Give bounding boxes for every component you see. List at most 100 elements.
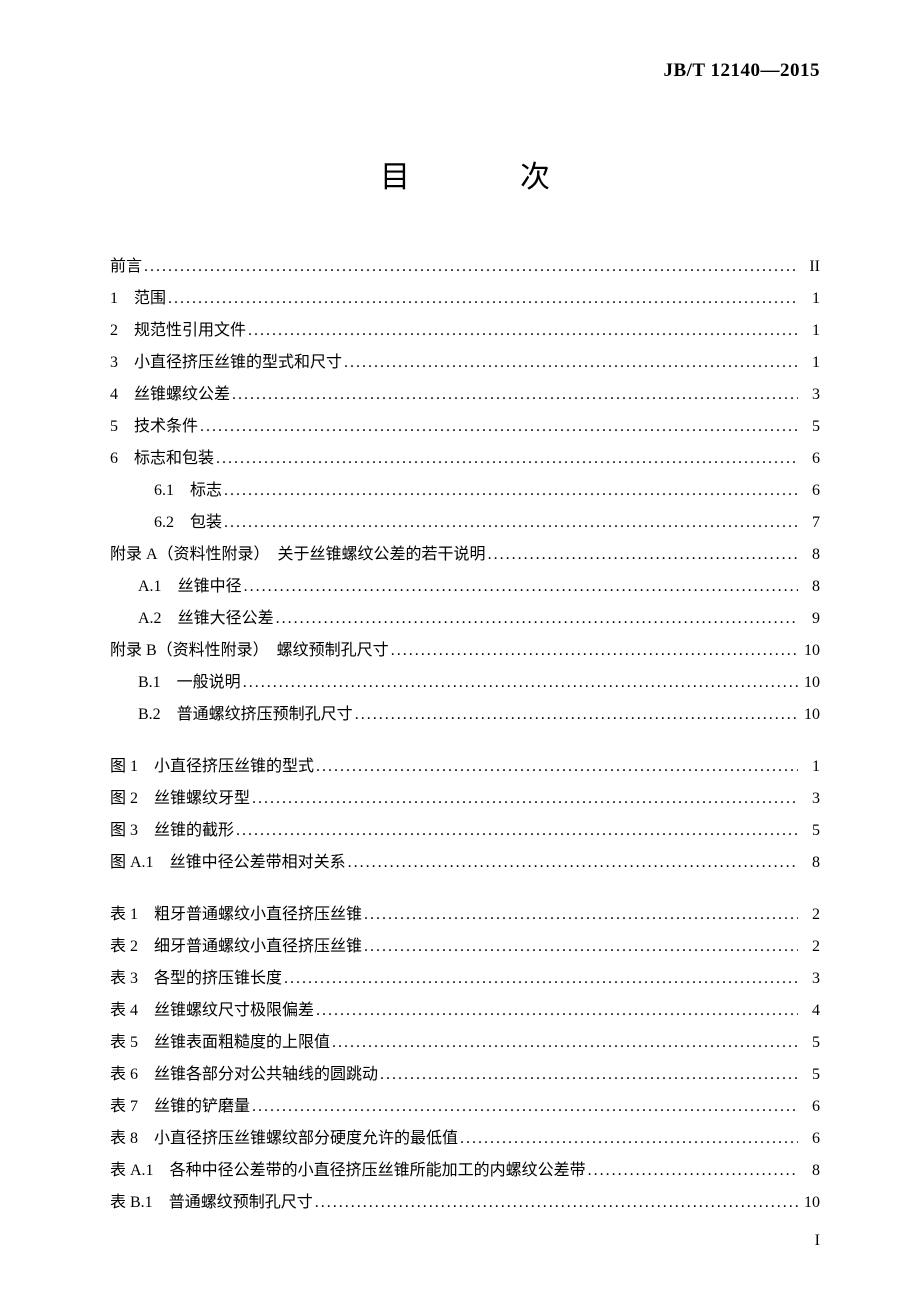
toc-leader-dots — [244, 571, 798, 603]
toc-entry-number: 6.2 — [154, 507, 174, 539]
toc-entry: B.2 普通螺纹挤压预制孔尺寸10 — [110, 699, 820, 731]
toc-entry-number: 表 1 — [110, 899, 138, 931]
toc-entry-label: 包装 — [174, 507, 222, 539]
toc-entry-number: 表 A.1 — [110, 1155, 154, 1187]
toc-entry-number: 4 — [110, 379, 118, 411]
toc-leader-dots — [232, 379, 798, 411]
toc-entry: 图 A.1 丝锥中径公差带相对关系8 — [110, 847, 820, 879]
toc-entry-label: 普通螺纹挤压预制孔尺寸 — [161, 699, 353, 731]
toc-entry-label: 丝锥螺纹尺寸极限偏差 — [138, 995, 314, 1027]
toc-entry-page: 5 — [800, 411, 820, 443]
toc-leader-dots — [216, 443, 798, 475]
toc-entry: 2 规范性引用文件1 — [110, 315, 820, 347]
toc-entry-page: 6 — [800, 475, 820, 507]
toc-entry: 表 B.1 普通螺纹预制孔尺寸10 — [110, 1187, 820, 1219]
toc-entry-label: 标志 — [174, 475, 222, 507]
toc-entry: 表 6 丝锥各部分对公共轴线的圆跳动5 — [110, 1059, 820, 1091]
toc-entry-number: 图 2 — [110, 783, 138, 815]
toc-entry-label: 丝锥大径公差 — [162, 603, 274, 635]
toc-entry: 表 3 各型的挤压锥长度 3 — [110, 963, 820, 995]
toc-leader-dots — [252, 1091, 798, 1123]
spacer — [110, 879, 820, 899]
toc-entry: 附录 B（资料性附录） 螺纹预制孔尺寸 10 — [110, 635, 820, 667]
toc-entry-number: 5 — [110, 411, 118, 443]
toc-title: 目 次 — [150, 152, 820, 196]
toc-entry-page: 2 — [800, 931, 820, 963]
toc-leader-dots — [248, 315, 798, 347]
toc-entry-label: 丝锥中径公差带相对关系 — [154, 847, 346, 879]
toc-entry: 表 1 粗牙普通螺纹小直径挤压丝锥 2 — [110, 899, 820, 931]
toc-entry: 表 8 小直径挤压丝锥螺纹部分硬度允许的最低值6 — [110, 1123, 820, 1155]
toc-entry: 4 丝锥螺纹公差3 — [110, 379, 820, 411]
toc-entry-label: 粗牙普通螺纹小直径挤压丝锥 — [138, 899, 362, 931]
toc-entry-page: 8 — [800, 1155, 820, 1187]
toc-entry-page: 3 — [800, 379, 820, 411]
toc-entry-page: 6 — [800, 1123, 820, 1155]
toc-entry-number: 表 7 — [110, 1091, 138, 1123]
toc-leader-dots — [243, 667, 798, 699]
toc-leader-dots — [316, 995, 798, 1027]
toc-entry-label: 前言 — [110, 251, 142, 283]
toc-leader-dots — [224, 507, 798, 539]
toc-entry: 表 7 丝锥的铲磨量6 — [110, 1091, 820, 1123]
toc-entry-label: 附录 A（资料性附录） 关于丝锥螺纹公差的若干说明 — [110, 539, 486, 571]
toc-entry: 附录 A（资料性附录） 关于丝锥螺纹公差的若干说明8 — [110, 539, 820, 571]
toc-entry: 6.1 标志 6 — [110, 475, 820, 507]
toc-entry: A.1 丝锥中径8 — [110, 571, 820, 603]
toc-leader-dots — [224, 475, 798, 507]
toc-entry-page: 5 — [800, 1059, 820, 1091]
toc-entry-number: 图 3 — [110, 815, 138, 847]
toc-entry: 表 2 细牙普通螺纹小直径挤压丝锥 2 — [110, 931, 820, 963]
toc-entry: 前言II — [110, 251, 820, 283]
toc-entry-page: 5 — [800, 815, 820, 847]
toc-entry-page: 4 — [800, 995, 820, 1027]
toc-entry: 表 5 丝锥表面粗糙度的上限值5 — [110, 1027, 820, 1059]
toc-entry-number: 3 — [110, 347, 118, 379]
toc-leader-dots — [332, 1027, 798, 1059]
toc-leader-dots — [236, 815, 798, 847]
toc-entry-page: 1 — [800, 283, 820, 315]
toc-entry-page: 10 — [800, 667, 820, 699]
toc-sections: 前言II1 范围12 规范性引用文件13 小直径挤压丝锥的型式和尺寸14 丝锥螺… — [110, 251, 820, 731]
toc-leader-dots — [391, 635, 798, 667]
toc-entry-page: 7 — [800, 507, 820, 539]
toc-entry-number: B.1 — [138, 667, 161, 699]
toc-entry-page: 10 — [800, 699, 820, 731]
standard-code: JB/T 12140—2015 — [110, 60, 820, 82]
toc-leader-dots — [460, 1123, 798, 1155]
toc-entry-label: 附录 B（资料性附录） 螺纹预制孔尺寸 — [110, 635, 389, 667]
toc-entry-label: 各型的挤压锥长度 — [138, 963, 282, 995]
toc-entry-page: 1 — [800, 315, 820, 347]
toc-leader-dots — [276, 603, 798, 635]
toc-leader-dots — [355, 699, 798, 731]
toc-leader-dots — [344, 347, 798, 379]
toc-entry-label: 一般说明 — [161, 667, 241, 699]
toc-entry-page: 2 — [800, 899, 820, 931]
toc-entry-label: 小直径挤压丝锥螺纹部分硬度允许的最低值 — [138, 1123, 458, 1155]
toc-entry-label: 规范性引用文件 — [118, 315, 246, 347]
toc-entry-number: 1 — [110, 283, 118, 315]
toc-entry-page: 10 — [800, 635, 820, 667]
toc-entry-page: 3 — [800, 783, 820, 815]
toc-entry-number: 6.1 — [154, 475, 174, 507]
toc-entry: A.2 丝锥大径公差9 — [110, 603, 820, 635]
toc-entry-number: 表 B.1 — [110, 1187, 153, 1219]
toc-entry-label: 细牙普通螺纹小直径挤压丝锥 — [138, 931, 362, 963]
toc-entry-number: 表 4 — [110, 995, 138, 1027]
toc-entry: 6 标志和包装6 — [110, 443, 820, 475]
toc-entry-number: 表 3 — [110, 963, 138, 995]
toc-leader-dots — [488, 539, 798, 571]
toc-entry-page: 10 — [800, 1187, 820, 1219]
toc-entry-number: 表 2 — [110, 931, 138, 963]
toc-entry: 6.2 包装 7 — [110, 507, 820, 539]
toc-entry-number: 表 5 — [110, 1027, 138, 1059]
toc-entry-label: 范围 — [118, 283, 166, 315]
toc-entry-label: 标志和包装 — [118, 443, 214, 475]
toc-leader-dots — [588, 1155, 798, 1187]
toc-entry-label: 丝锥的截形 — [138, 815, 234, 847]
toc-entry-label: 小直径挤压丝锥的型式和尺寸 — [118, 347, 342, 379]
toc-leader-dots — [252, 783, 798, 815]
toc-figures: 图 1 小直径挤压丝锥的型式1图 2 丝锥螺纹牙型3图 3 丝锥的截形5图 A.… — [110, 751, 820, 879]
toc-entry-page: 3 — [800, 963, 820, 995]
toc-entry-page: 5 — [800, 1027, 820, 1059]
